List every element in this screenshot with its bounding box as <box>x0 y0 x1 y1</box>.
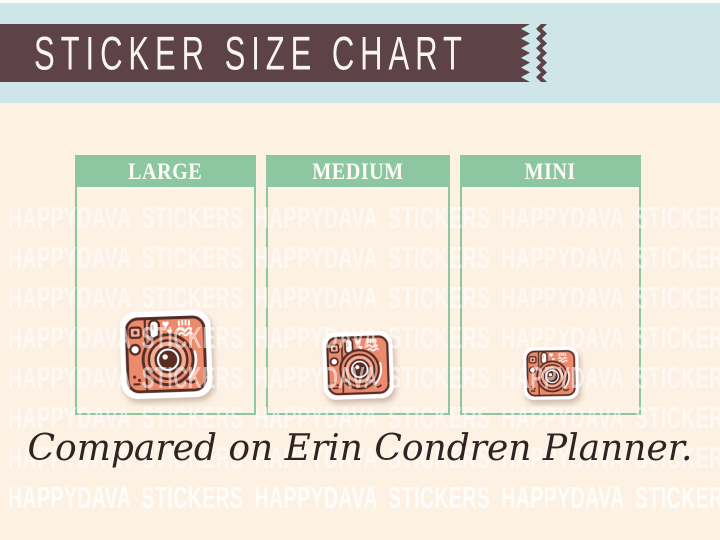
camera-sticker-icon <box>521 343 580 402</box>
size-box-large: LARGE <box>75 155 256 415</box>
size-body-mini <box>462 189 639 415</box>
size-label-large: LARGE <box>128 159 203 184</box>
size-body-large <box>77 189 254 415</box>
size-box-medium: MEDIUM <box>266 155 450 415</box>
size-body-medium <box>268 189 448 415</box>
size-header-large: LARGE <box>77 157 254 189</box>
size-label-medium: MEDIUM <box>312 159 404 184</box>
banner-torn-edge <box>536 24 547 82</box>
size-header-mini: MINI <box>462 157 639 189</box>
size-header-medium: MEDIUM <box>268 157 448 189</box>
size-box-mini: MINI <box>460 155 641 415</box>
camera-sticker-icon <box>116 304 215 403</box>
caption: Compared on Erin Condren Planner. <box>27 428 693 469</box>
title-banner: STICKER SIZE CHART <box>0 24 530 82</box>
page-title: STICKER SIZE CHART <box>34 26 468 80</box>
camera-sticker-icon <box>320 327 397 404</box>
size-label-mini: MINI <box>524 159 577 184</box>
top-strip <box>0 0 720 3</box>
